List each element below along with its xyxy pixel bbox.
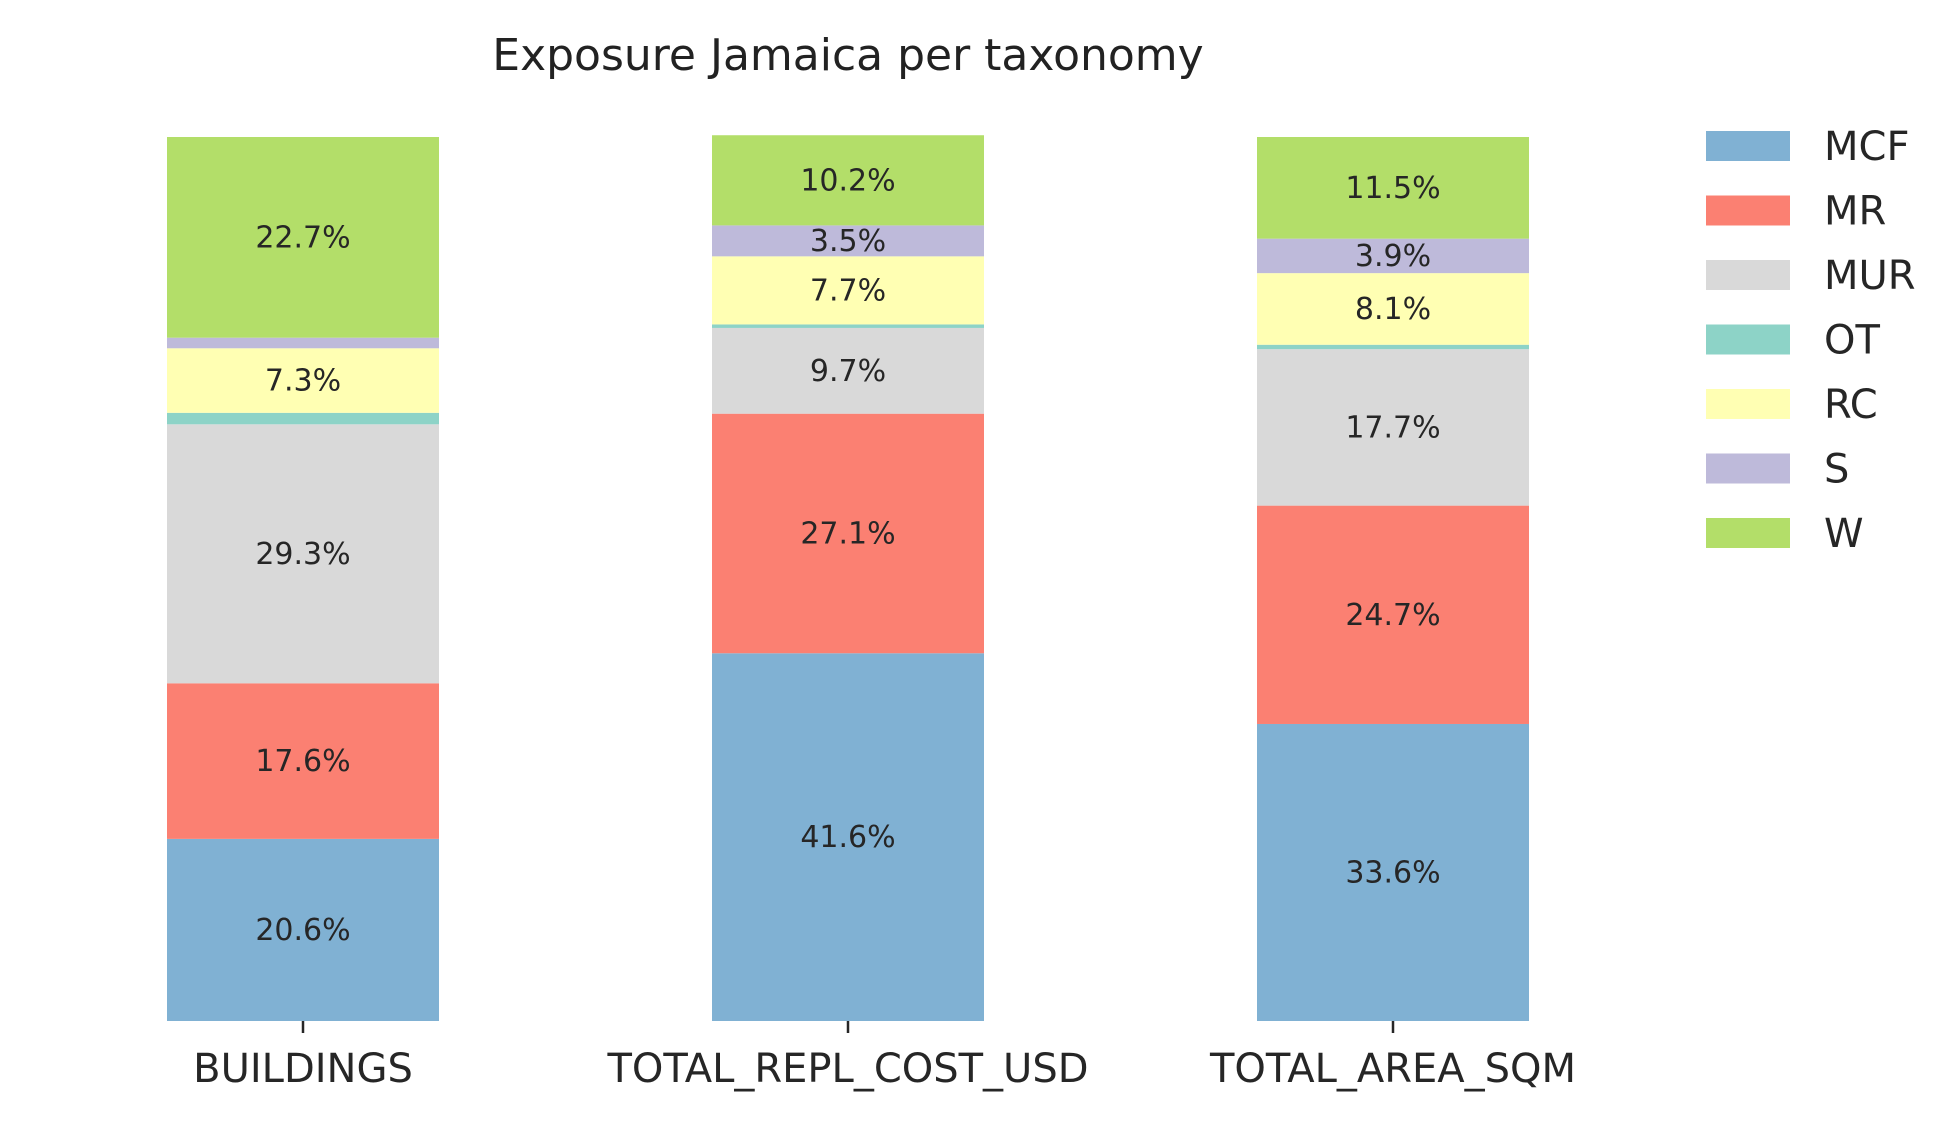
x-tick-label-total-repl-cost-usd: TOTAL_REPL_COST_USD: [606, 1046, 1088, 1092]
legend-swatch-mcf: [1706, 131, 1790, 161]
bar-segment-total-repl-cost-usd-ot: [712, 324, 984, 328]
data-label-total-repl-cost-usd-mur: 9.7%: [810, 354, 886, 389]
bar-segment-total-area-sqm-rc: [1257, 273, 1529, 345]
legend-label-s: S: [1824, 447, 1849, 493]
legend-swatch-s: [1706, 453, 1790, 484]
bar-segment-total-area-sqm-w: [1257, 137, 1529, 239]
bar-segment-buildings-mr: [167, 683, 439, 839]
data-label-buildings-w: 22.7%: [255, 220, 350, 255]
legend-label-rc: RC: [1824, 382, 1878, 428]
data-label-total-repl-cost-usd-rc: 7.7%: [810, 273, 886, 308]
data-label-total-repl-cost-usd-mr: 27.1%: [800, 516, 895, 551]
bar-segment-buildings-mcf: [167, 838, 439, 1021]
bar-segment-total-repl-cost-usd-s: [712, 225, 984, 257]
legend-swatch-ot: [1706, 324, 1790, 355]
bar-segment-total-area-sqm-ot: [1257, 344, 1529, 350]
data-label-total-area-sqm-mcf: 33.6%: [1345, 855, 1440, 890]
bar-segment-total-repl-cost-usd-mr: [712, 413, 984, 654]
legend-swatch-mr: [1706, 195, 1790, 226]
x-tick-label-total-area-sqm: TOTAL_AREA_SQM: [1209, 1046, 1576, 1092]
data-label-buildings-mur: 29.3%: [255, 537, 350, 572]
bar-segment-total-repl-cost-usd-mcf: [712, 653, 984, 1021]
legend-label-w: W: [1824, 511, 1864, 557]
legend-label-mcf: MCF: [1824, 124, 1909, 170]
bar-segment-buildings-ot: [167, 412, 439, 425]
data-label-total-area-sqm-w: 11.5%: [1345, 171, 1440, 206]
data-label-total-area-sqm-s: 3.9%: [1355, 239, 1431, 274]
legend-label-mr: MR: [1824, 189, 1886, 235]
bar-segment-total-area-sqm-s: [1257, 238, 1529, 274]
data-label-buildings-rc: 7.3%: [265, 364, 341, 399]
bars-layer: 20.6% 17.6% 29.3% 7.3% 22.7% 41.6% 27.1% 9.7% 7.…: [167, 135, 1529, 1021]
bar-segment-total-area-sqm-mcf: [1257, 723, 1529, 1021]
data-label-total-repl-cost-usd-s: 3.5%: [810, 224, 886, 259]
bar-segment-total-repl-cost-usd-w: [712, 135, 984, 226]
bar-segment-buildings-w: [167, 137, 439, 338]
data-label-buildings-mr: 17.6%: [255, 744, 350, 779]
bar-segment-total-area-sqm-mr: [1257, 505, 1529, 724]
legend-label-mur: MUR: [1824, 253, 1916, 299]
bar-segment-total-repl-cost-usd-rc: [712, 256, 984, 325]
x-tick-label-buildings: BUILDINGS: [193, 1046, 413, 1092]
data-label-total-area-sqm-mur: 17.7%: [1345, 410, 1440, 445]
legend-swatch-rc: [1706, 389, 1790, 419]
data-label-total-repl-cost-usd-mcf: 41.6%: [800, 820, 895, 855]
data-label-total-repl-cost-usd-w: 10.2%: [800, 163, 895, 198]
legend-label-ot: OT: [1824, 318, 1880, 364]
data-label-buildings-mcf: 20.6%: [255, 913, 350, 948]
data-label-total-area-sqm-mr: 24.7%: [1345, 598, 1440, 633]
x-axis: BUILDINGS TOTAL_REPL_COST_USD TOTAL_AREA_S…: [193, 1021, 1576, 1092]
bar-segment-total-repl-cost-usd-mur: [712, 327, 984, 414]
data-label-total-area-sqm-rc: 8.1%: [1355, 292, 1431, 327]
bar-segment-buildings-rc: [167, 348, 439, 413]
chart-title: Exposure Jamaica per taxonomy: [492, 30, 1203, 81]
bar-segment-total-area-sqm-mur: [1257, 349, 1529, 506]
bar-segment-buildings-mur: [167, 424, 439, 684]
legend-swatch-mur: [1706, 260, 1790, 290]
legend-swatch-w: [1706, 518, 1790, 548]
legend: MCF MR MUR OT RC SW: [1706, 124, 1916, 557]
bar-segment-buildings-s: [167, 337, 439, 349]
